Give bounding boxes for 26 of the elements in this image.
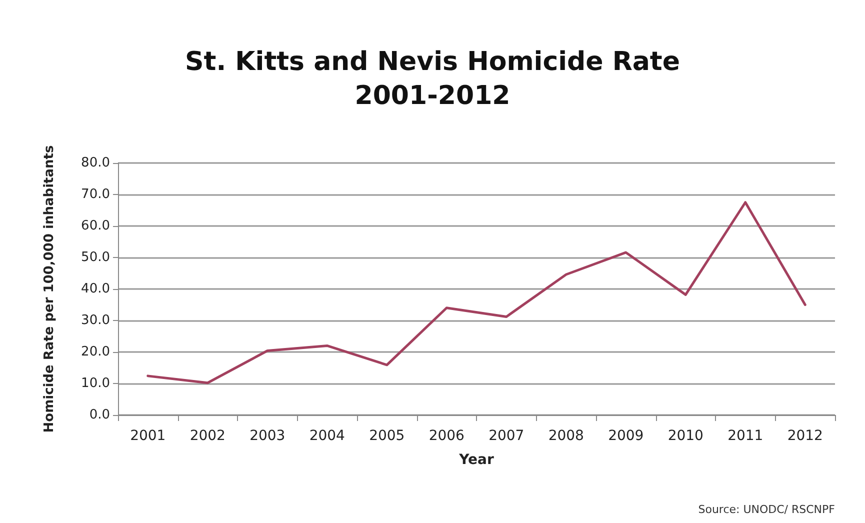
x-tick-label: 2003 xyxy=(250,428,286,444)
y-tick-label: 60.0 xyxy=(81,218,110,234)
x-tick-label: 2011 xyxy=(728,428,764,444)
y-tick-label: 30.0 xyxy=(81,313,110,328)
x-tick-label: 2010 xyxy=(668,428,704,444)
x-tick-label: 2006 xyxy=(428,428,465,444)
x-tick-label: 2007 xyxy=(488,428,524,444)
x-tick-label: 2008 xyxy=(548,428,584,444)
source-note: Source: UNODC/ RSCNPF xyxy=(698,503,836,516)
y-axis-title: Homicide Rate per 100,000 inhabitants xyxy=(42,145,57,433)
x-tick-label: 2009 xyxy=(608,428,644,444)
x-axis-title: Year xyxy=(458,452,494,468)
x-tick-label: 2004 xyxy=(309,428,346,444)
x-tick-label: 2001 xyxy=(130,428,166,444)
x-tick-label: 2002 xyxy=(190,428,226,444)
x-tick-label: 2005 xyxy=(369,428,405,444)
y-tick-label: 80.0 xyxy=(81,156,110,170)
line-series xyxy=(146,201,806,384)
y-tick-label: 70.0 xyxy=(81,187,110,202)
y-tick-label: 0.0 xyxy=(89,408,110,422)
y-tick-label: 40.0 xyxy=(81,282,110,296)
x-tick-label: 2012 xyxy=(787,428,823,444)
y-tick-label: 10.0 xyxy=(81,376,110,391)
chart-title: St. Kitts and Nevis Homicide Rate 2001-2012 xyxy=(185,47,680,111)
y-tick-label: 50.0 xyxy=(81,250,110,265)
y-tick-label: 20.0 xyxy=(81,344,110,360)
